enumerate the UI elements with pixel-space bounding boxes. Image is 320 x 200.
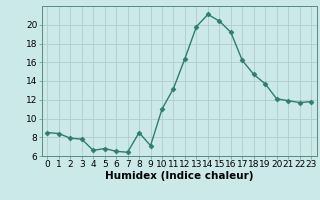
- X-axis label: Humidex (Indice chaleur): Humidex (Indice chaleur): [105, 171, 253, 181]
